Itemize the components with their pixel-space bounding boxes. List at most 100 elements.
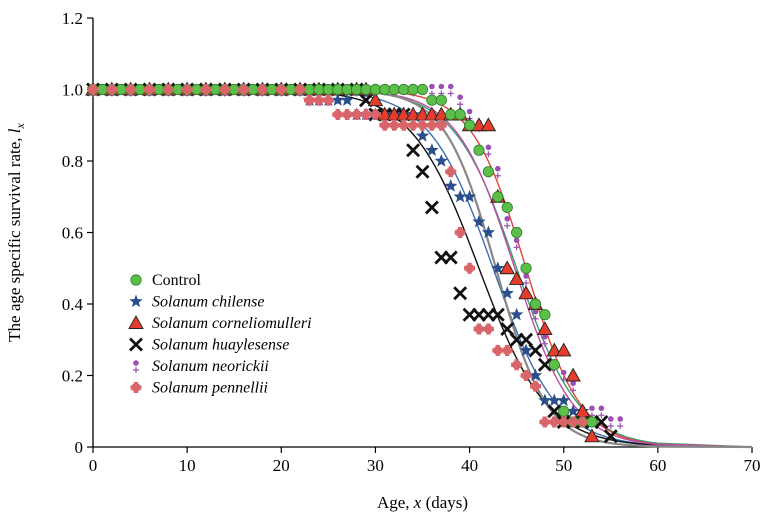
data-point xyxy=(443,250,458,265)
legend-label: Solanum huaylesense xyxy=(152,337,289,354)
data-point xyxy=(313,83,325,96)
data-point xyxy=(560,369,567,383)
data-point xyxy=(523,273,530,286)
data-point xyxy=(528,343,543,358)
x-tick-label: 50 xyxy=(555,456,572,475)
data-point xyxy=(547,404,562,419)
data-point xyxy=(153,83,165,96)
axes: 0 10 20 30 40 50 60 70 0 0.2 0.4 0.6 0.8 1.0 1.2 Age, x… xyxy=(5,9,761,512)
data-point xyxy=(594,414,609,429)
data-point xyxy=(360,83,372,96)
data-point xyxy=(341,83,353,96)
data-point xyxy=(106,84,118,95)
data-point xyxy=(494,165,501,179)
data-point xyxy=(509,307,524,321)
legend-label: Control xyxy=(152,272,201,289)
data-point xyxy=(209,83,221,96)
data-point xyxy=(322,83,334,96)
data-point xyxy=(492,344,504,356)
data-point xyxy=(304,94,316,106)
data-point xyxy=(190,83,203,96)
data-point xyxy=(511,226,523,239)
legend-item: Solanum pennellii xyxy=(130,380,268,397)
data-point xyxy=(586,416,598,428)
data-point xyxy=(603,429,618,444)
data-point xyxy=(598,405,605,419)
legend-item: Solanum corneliomulleri xyxy=(128,315,312,332)
data-point xyxy=(557,393,571,407)
data-point xyxy=(492,191,504,203)
data-point xyxy=(501,201,513,214)
x-tick-label: 0 xyxy=(89,456,98,475)
data-point xyxy=(360,109,372,121)
data-point xyxy=(322,94,334,106)
data-point xyxy=(340,93,354,106)
legend-label: Solanum corneliomulleri xyxy=(152,315,312,332)
data-point xyxy=(275,84,287,95)
data-point xyxy=(415,164,430,179)
data-point xyxy=(513,237,520,251)
data-point xyxy=(480,117,497,132)
data-point xyxy=(607,416,614,429)
data-point xyxy=(200,84,212,95)
data-point xyxy=(445,108,457,121)
x-tick-label: 10 xyxy=(179,456,196,475)
y-tick-label: 0.6 xyxy=(62,224,83,243)
data-point xyxy=(228,83,240,96)
data-point xyxy=(558,405,570,417)
data-point xyxy=(125,84,137,95)
legend-item: Solanum huaylesense xyxy=(129,337,289,354)
data-point xyxy=(367,92,384,107)
data-point xyxy=(398,119,410,131)
data-point xyxy=(504,215,511,229)
data-point xyxy=(453,189,467,203)
data-point xyxy=(434,250,449,265)
legend: Control Solanum chilense Solanum corneliom… xyxy=(128,272,312,397)
data-points xyxy=(85,81,624,444)
data-point xyxy=(256,84,268,95)
data-point xyxy=(473,323,485,335)
data-point xyxy=(247,83,259,96)
data-point xyxy=(162,84,174,95)
data-point xyxy=(519,332,534,347)
y-tick-label: 0 xyxy=(75,438,84,457)
data-point xyxy=(555,342,572,357)
data-point xyxy=(303,83,316,96)
y-axis-title: The age specific survival rate, lx xyxy=(5,122,27,341)
data-point xyxy=(172,83,184,96)
data-point xyxy=(481,225,496,239)
series-5-points xyxy=(87,84,589,428)
data-point xyxy=(518,285,534,300)
data-point xyxy=(341,109,353,121)
data-point xyxy=(238,84,250,95)
legend-marker-5 xyxy=(130,382,142,393)
data-point xyxy=(398,83,410,96)
data-point xyxy=(520,262,532,274)
data-point xyxy=(369,83,382,96)
data-point xyxy=(481,307,496,322)
data-point xyxy=(407,119,419,131)
data-point xyxy=(547,393,561,407)
data-point xyxy=(313,94,325,106)
data-point xyxy=(445,166,457,178)
data-point xyxy=(181,84,193,95)
legend-label: Solanum pennellii xyxy=(152,380,268,397)
data-point xyxy=(471,117,487,132)
data-point xyxy=(379,119,391,131)
data-point xyxy=(388,83,400,96)
data-point xyxy=(454,227,466,238)
data-point xyxy=(428,83,435,97)
data-point xyxy=(426,119,438,131)
legend-label: Solanum neorickii xyxy=(152,358,269,375)
data-point xyxy=(558,416,570,428)
data-point xyxy=(434,154,448,167)
data-point xyxy=(134,83,146,96)
legend-item: Solanum chilense xyxy=(129,294,264,311)
data-point xyxy=(447,83,454,97)
x-tick-label: 30 xyxy=(367,456,384,475)
data-point xyxy=(490,307,505,322)
y-tick-label: 0.2 xyxy=(62,367,83,386)
data-point xyxy=(500,286,514,299)
data-point xyxy=(285,83,297,96)
data-point xyxy=(351,109,363,121)
